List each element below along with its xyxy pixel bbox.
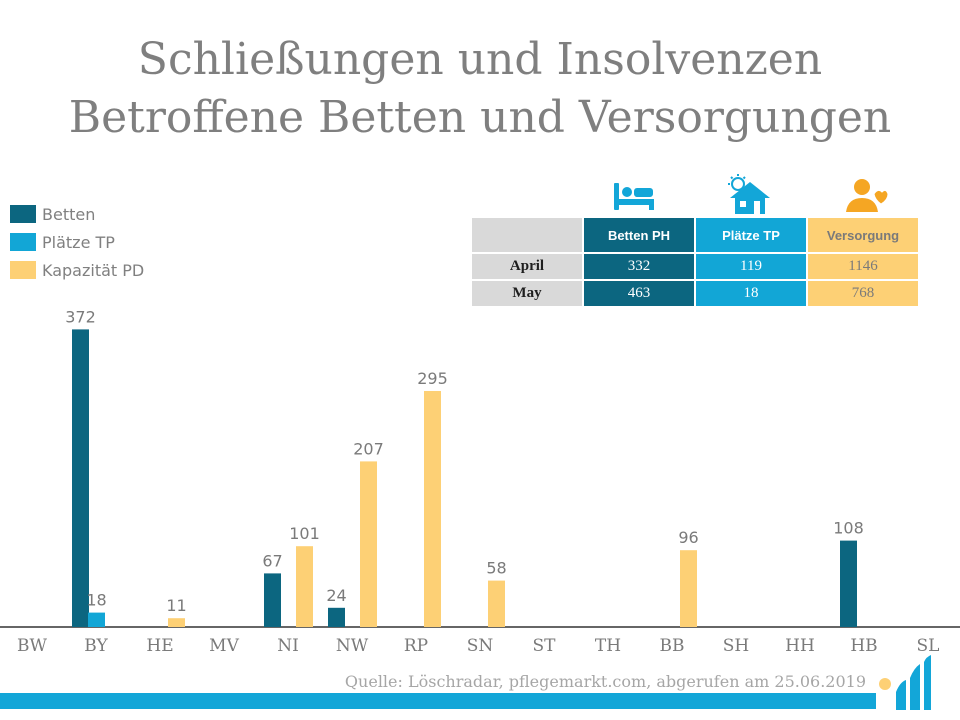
x-tick-label: NI [277, 636, 299, 656]
x-tick-label: MV [209, 636, 239, 656]
x-tick-label: HB [850, 636, 877, 656]
legend-label-betten: Betten [42, 204, 96, 224]
bar-kapazit-t-pd-sn [488, 580, 505, 627]
bed-icon [614, 183, 654, 210]
bar-kapazit-t-pd-nw [360, 461, 377, 627]
data-label: 11 [166, 596, 186, 615]
table-header-plaetze: Plätze TP [696, 218, 806, 252]
cell-may-versorgung: 768 [808, 281, 918, 306]
chart-title-line2: Betroffene Betten und Versorgungen [68, 92, 892, 143]
source-note: Quelle: Löschradar, pflegemarkt.com, abg… [344, 672, 866, 691]
cell-may-betten: 463 [584, 281, 694, 306]
bar-betten-hb [840, 540, 857, 627]
cell-may-plaetze: 18 [696, 281, 806, 306]
house-sun-icon [728, 174, 770, 214]
cell-april-betten: 332 [584, 254, 694, 279]
x-tick-label: BB [660, 636, 685, 656]
bar-kapazit-t-pd-ni [296, 546, 313, 627]
legend-label-kapazitaet: Kapazität PD [42, 260, 145, 280]
x-tick-label: RP [404, 636, 428, 656]
data-label: 101 [289, 524, 320, 543]
x-tick-label: HH [785, 636, 815, 656]
row-label-may: May [472, 281, 582, 306]
x-tick-label: BW [17, 636, 47, 656]
cell-april-plaetze: 119 [696, 254, 806, 279]
data-label: 96 [678, 528, 698, 547]
x-tick-label: SL [917, 636, 940, 656]
table-corner [472, 218, 582, 252]
caregiver-icon [846, 179, 889, 212]
x-tick-label: ST [533, 636, 557, 656]
cell-april-versorgung: 1146 [808, 254, 918, 279]
bar-kapazit-t-pd-rp [424, 391, 441, 627]
data-label: 295 [417, 369, 448, 388]
x-tick-label: SH [723, 636, 749, 656]
x-tick-label: SN [467, 636, 494, 656]
pflegemarkt-logo-icon [876, 655, 960, 710]
footer-bar [0, 693, 960, 709]
row-label-april: April [472, 254, 582, 279]
data-label: 58 [486, 559, 506, 578]
table-header-versorgung: Versorgung [808, 218, 918, 252]
chart-title-line1: Schließungen und Insolvenzen [137, 34, 823, 85]
table-header-betten: Betten PH [584, 218, 694, 252]
legend-label-plaetze: Plätze TP [42, 232, 115, 252]
data-label: 372 [65, 307, 96, 326]
x-tick-label: NW [336, 636, 369, 656]
legend-item-betten: Betten [10, 200, 144, 228]
x-tick-label: BY [84, 636, 108, 656]
legend: Betten Plätze TP Kapazität PD [10, 200, 144, 284]
summary-table: Betten PH Plätze TP Versorgung April 332… [470, 216, 920, 308]
data-label: 108 [833, 519, 864, 538]
bar-betten-nw [328, 607, 345, 627]
bar-kapazit-t-pd-bb [680, 550, 697, 627]
legend-swatch-plaetze [10, 233, 36, 251]
data-label: 67 [262, 551, 282, 570]
x-tick-label: TH [595, 636, 621, 656]
legend-item-plaetze: Plätze TP [10, 228, 144, 256]
x-tick-label: HE [146, 636, 173, 656]
bar-betten-ni [264, 573, 281, 627]
data-label: 207 [353, 439, 384, 458]
bar-kapazit-t-pd-he [168, 618, 185, 627]
table-row: May 463 18 768 [472, 281, 918, 306]
data-label: 18 [86, 591, 106, 610]
data-label: 24 [326, 586, 346, 605]
table-row: April 332 119 1146 [472, 254, 918, 279]
bar-betten-by [72, 329, 89, 627]
bar-pl-tze-tp-by [88, 612, 105, 627]
legend-swatch-kapazitaet [10, 261, 36, 279]
legend-swatch-betten [10, 205, 36, 223]
legend-item-kapazitaet: Kapazität PD [10, 256, 144, 284]
